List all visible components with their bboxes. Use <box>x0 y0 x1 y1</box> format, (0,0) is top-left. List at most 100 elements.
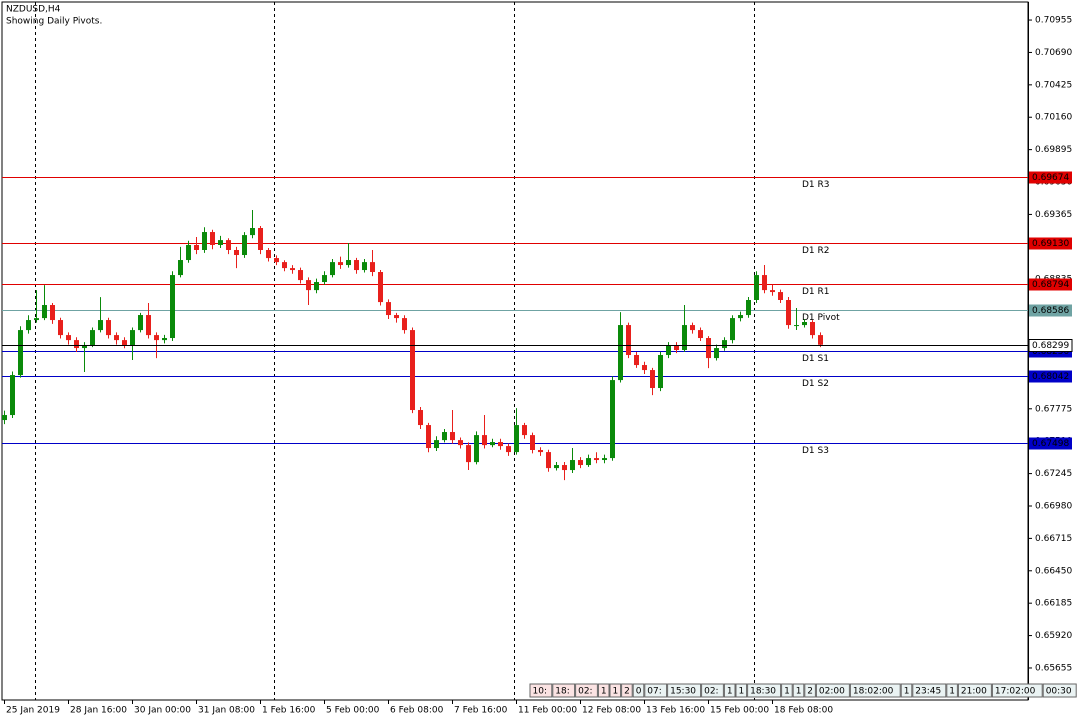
candle-body <box>458 440 463 446</box>
candle-body <box>186 244 191 261</box>
toolbar-text: 1 <box>727 687 733 697</box>
chart-title: NZDUSD,H4 <box>6 5 61 15</box>
toolbar-text: 15:30 <box>670 687 696 697</box>
candle-body <box>442 432 447 441</box>
candle-body <box>682 325 687 350</box>
pivot-price-label: 0.68794 <box>1032 280 1069 290</box>
candle-body <box>538 450 543 453</box>
candle-body <box>130 330 135 345</box>
candle-body <box>754 275 759 300</box>
toolbar-box <box>792 683 805 698</box>
y-tick-label: 0.70690 <box>1035 48 1072 58</box>
pivot-price-label: 0.68042 <box>1032 372 1069 382</box>
candle-body <box>498 442 503 447</box>
x-tick-label: 18 Feb 08:00 <box>774 706 833 716</box>
candle-body <box>106 320 111 336</box>
candle-body <box>522 425 527 436</box>
y-tick-label: 0.70160 <box>1035 113 1072 123</box>
toolbar-box <box>597 683 610 698</box>
toolbar-box <box>815 683 850 698</box>
candle-body <box>650 370 655 389</box>
toolbar-text: 02: <box>704 687 718 697</box>
x-tick-label: 1 Feb 16:00 <box>262 706 316 716</box>
x-tick-label: 6 Feb 08:00 <box>390 706 444 716</box>
candle-body <box>2 415 7 421</box>
pivot-price-label: 0.69130 <box>1032 239 1069 249</box>
candle-body <box>242 235 247 256</box>
pivot-name: D1 S2 <box>802 379 829 389</box>
pivot-name: D1 R2 <box>802 246 830 256</box>
toolbar-text: 1 <box>739 687 745 697</box>
toolbar-box <box>912 683 947 698</box>
candle-body <box>506 446 511 453</box>
toolbar-box <box>552 683 576 698</box>
candle-body <box>562 465 567 471</box>
candle-body <box>346 260 351 266</box>
toolbar-text: 18: <box>555 687 569 697</box>
candle-body <box>266 250 271 259</box>
candle-body <box>66 335 71 341</box>
candle-body <box>274 258 279 263</box>
candle-body <box>234 250 239 256</box>
toolbar-box <box>609 683 622 698</box>
y-tick-label: 0.65920 <box>1035 631 1072 641</box>
y-tick-label: 0.66980 <box>1035 501 1072 511</box>
candle-body <box>306 280 311 291</box>
candle-body <box>122 340 127 345</box>
pivot-price-box <box>1029 437 1072 450</box>
candle-body <box>370 262 375 273</box>
y-tick-label: 0.66450 <box>1035 566 1072 576</box>
candle-body <box>18 330 23 376</box>
candle-body <box>162 338 167 341</box>
candle-body <box>626 325 631 356</box>
candle-body <box>738 315 743 319</box>
y-tick-label: 0.66185 <box>1035 599 1072 609</box>
x-tick-label: 13 Feb 16:00 <box>646 706 705 716</box>
candle-body <box>154 335 159 341</box>
candle-body <box>178 260 183 276</box>
candle-body <box>818 335 823 345</box>
candle-body <box>794 325 799 327</box>
candle-body <box>450 432 455 441</box>
x-tick-label: 12 Feb 08:00 <box>582 706 641 716</box>
candle-body <box>58 320 63 336</box>
x-tick-label: 31 Jan 08:00 <box>198 706 255 716</box>
candle-body <box>194 244 199 250</box>
candle-body <box>634 355 639 366</box>
toolbar-box <box>575 683 598 698</box>
toolbar-box <box>723 683 736 698</box>
candle-body <box>138 315 143 331</box>
candle-body <box>354 260 359 271</box>
candle-body <box>730 318 735 341</box>
pivot-name: D1 S3 <box>802 446 829 456</box>
candle-body <box>770 290 775 293</box>
toolbar-text: 1 <box>613 687 619 697</box>
pivot-price-box <box>1029 278 1072 291</box>
y-tick-label: 0.67775 <box>1035 404 1072 414</box>
toolbar-box <box>900 683 913 698</box>
toolbar-text: 17:02:00 <box>995 687 1036 697</box>
pivot-price-box <box>1029 370 1072 383</box>
pivot-name: D1 Pivot <box>802 313 840 323</box>
pivot-name: D1 R1 <box>802 287 830 297</box>
toolbar-text: 1 <box>904 687 910 697</box>
candle-body <box>658 355 663 389</box>
candle-body <box>74 340 79 349</box>
pivot-price-box <box>1029 304 1072 317</box>
toolbar-box <box>946 683 958 698</box>
candle-body <box>250 227 255 236</box>
toolbar-text: 1 <box>949 687 955 697</box>
toolbar-text: 0 <box>636 687 642 697</box>
toolbar-text: 21:00 <box>961 687 987 697</box>
toolbar-box <box>644 683 668 698</box>
candle-body <box>578 460 583 466</box>
candle-body <box>610 380 615 459</box>
candle-body <box>50 305 55 321</box>
y-tick-label: 0.69895 <box>1035 145 1072 155</box>
y-tick-label: 0.67245 <box>1035 469 1072 479</box>
candle-body <box>474 435 479 463</box>
toolbar-text: 18:30 <box>750 687 776 697</box>
toolbar-box <box>991 683 1043 698</box>
candle-body <box>810 322 815 336</box>
toolbar-box <box>849 683 901 698</box>
